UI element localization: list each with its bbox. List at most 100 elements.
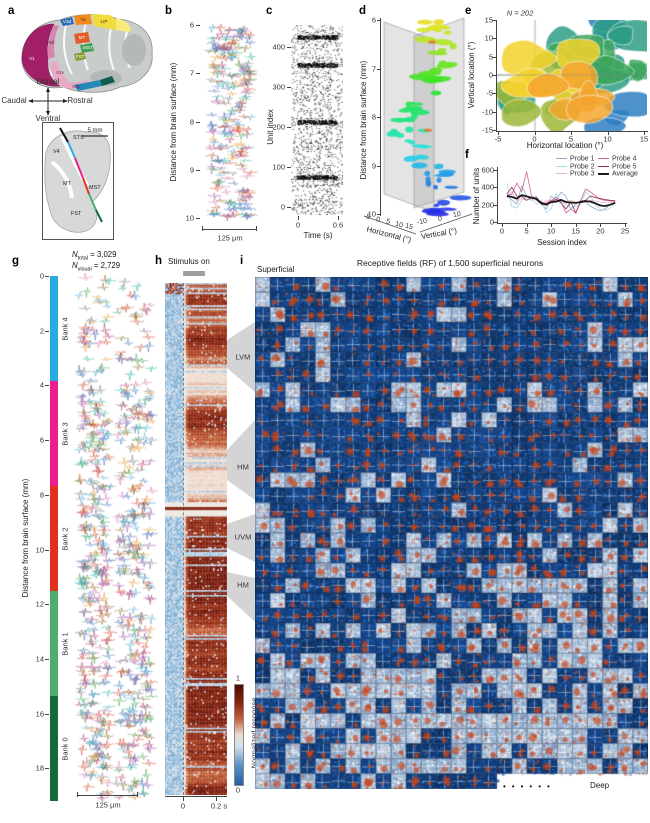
panel-letter-d: d	[359, 5, 367, 17]
tick-label: -5	[494, 134, 502, 144]
tick-mark	[338, 216, 339, 220]
tick-label: 200	[272, 122, 285, 132]
tick-label: 100	[272, 162, 285, 172]
tick-label: -5	[486, 88, 493, 98]
tick-label: 0.2 s	[210, 801, 228, 811]
tick-label: 5	[488, 51, 493, 61]
area-mst	[80, 43, 94, 53]
area-7a	[74, 14, 92, 25]
tick-label: 18	[35, 763, 44, 773]
tick-mark	[493, 222, 497, 223]
inset-label-sts: STS	[73, 135, 84, 141]
inset-label-mst: MST	[89, 185, 101, 191]
tick-label: 10	[393, 220, 404, 230]
compass-ventral-label: Ventral	[35, 114, 61, 123]
tick-mark	[492, 129, 496, 131]
tick-mark	[45, 604, 49, 606]
tick-mark	[377, 68, 380, 70]
tick-label: 10	[367, 209, 376, 219]
probe-track-inset: 5 mm STS V4 MT MST FST	[42, 122, 114, 240]
panel-d-bottom-axes	[363, 213, 473, 235]
stimulus-on-label: Stimulus on	[168, 257, 210, 266]
legend-dash-6	[598, 173, 609, 175]
compass-caudal-label: Caudal	[1, 96, 27, 105]
panel-letter-b: b	[165, 5, 173, 17]
tick-label: -10	[482, 106, 493, 116]
probe-track	[59, 127, 103, 223]
waveform-column-canvas-g	[70, 272, 158, 804]
rf-contours-canvas	[497, 20, 647, 131]
tick-label: 12	[35, 599, 44, 609]
tick-label: 10	[35, 544, 44, 554]
area-v2d	[47, 25, 59, 59]
area-ventral-strip	[74, 80, 102, 91]
panel-b-scalebar-line	[202, 229, 257, 230]
tick-mark	[571, 131, 572, 135]
tick-label: 6	[189, 20, 194, 30]
panel-h-xaxis	[165, 796, 227, 797]
region-label-v3v: V3v	[72, 84, 81, 89]
tick-label: 9	[371, 160, 376, 170]
n-total-symbol: N	[72, 250, 78, 259]
tick-label: 0	[436, 214, 443, 223]
region-label-v2d: V2d	[46, 40, 55, 45]
tick-label: 0	[499, 226, 505, 236]
tick-mark	[493, 187, 497, 189]
panel-g-nvisual: Nvisual = 2,729	[72, 262, 120, 273]
superficial-label: Superficial	[257, 265, 295, 274]
n-visual-value: = 2,729	[93, 261, 121, 270]
region-label-mt: MT	[79, 35, 86, 40]
wedge-lvm	[227, 322, 255, 392]
region-label-v2v: V2v	[56, 70, 65, 75]
panel-f-xaxis	[497, 223, 627, 224]
panel-letter-h: h	[155, 255, 163, 267]
tick-mark	[377, 117, 380, 118]
tick-mark	[45, 385, 49, 387]
n-total-value: = 3,029	[90, 250, 117, 259]
tick-label: 8	[189, 116, 194, 126]
panel-e-yaxis	[496, 20, 497, 132]
panel-e-count: N = 202	[506, 8, 534, 18]
tick-mark	[600, 224, 602, 227]
panel-f-xlabel: Session index	[537, 238, 587, 247]
tick-mark	[644, 131, 645, 135]
tick-mark	[607, 131, 609, 135]
tick-mark	[45, 713, 49, 715]
panel-letter-g: g	[12, 255, 20, 267]
tick-mark	[287, 167, 291, 168]
inset-sulcus	[50, 160, 74, 199]
tick-mark	[492, 56, 496, 58]
bank-bar-bank-2	[50, 486, 58, 591]
raster-plot-canvas	[291, 25, 343, 215]
tick-label: 4	[39, 380, 44, 390]
meridian-wedges	[227, 322, 255, 622]
tick-mark	[196, 169, 200, 171]
panel-g-ntotal: Ntotal = 3,029	[72, 251, 116, 262]
tick-mark	[377, 214, 380, 215]
area-mt	[74, 32, 90, 44]
tick-mark	[298, 216, 299, 220]
legend-label-5: Probe 5	[612, 163, 637, 170]
tick-label: 600	[481, 165, 494, 175]
normalized-response-heatmap	[165, 283, 227, 795]
brain-region-labels: V1 V2d V3d 7a LIP MT MST FST V2v V3v	[29, 17, 107, 89]
panel-letter-c: c	[266, 5, 273, 17]
tick-label: 0	[374, 215, 381, 224]
colorbar	[234, 684, 244, 786]
panel-f-yaxis	[497, 167, 498, 224]
bank-label-4: Bank 4	[60, 316, 70, 341]
tick-label: 6	[39, 435, 44, 445]
panel-g-ylabel: Distance from brain surface (mm)	[21, 478, 30, 598]
n-visual-subscript: visual	[77, 266, 92, 273]
tick-label: 0	[295, 220, 301, 230]
area-v2v	[50, 61, 68, 85]
region-label-fst: FST	[76, 54, 85, 59]
tick-label: 15	[639, 134, 649, 144]
tick-mark	[196, 25, 200, 26]
tick-label: 10	[484, 33, 493, 43]
tick-mark	[216, 797, 217, 801]
tick-label: 0	[280, 202, 285, 212]
series-probe-1	[506, 184, 616, 212]
tick-label: 0.6	[332, 220, 344, 230]
